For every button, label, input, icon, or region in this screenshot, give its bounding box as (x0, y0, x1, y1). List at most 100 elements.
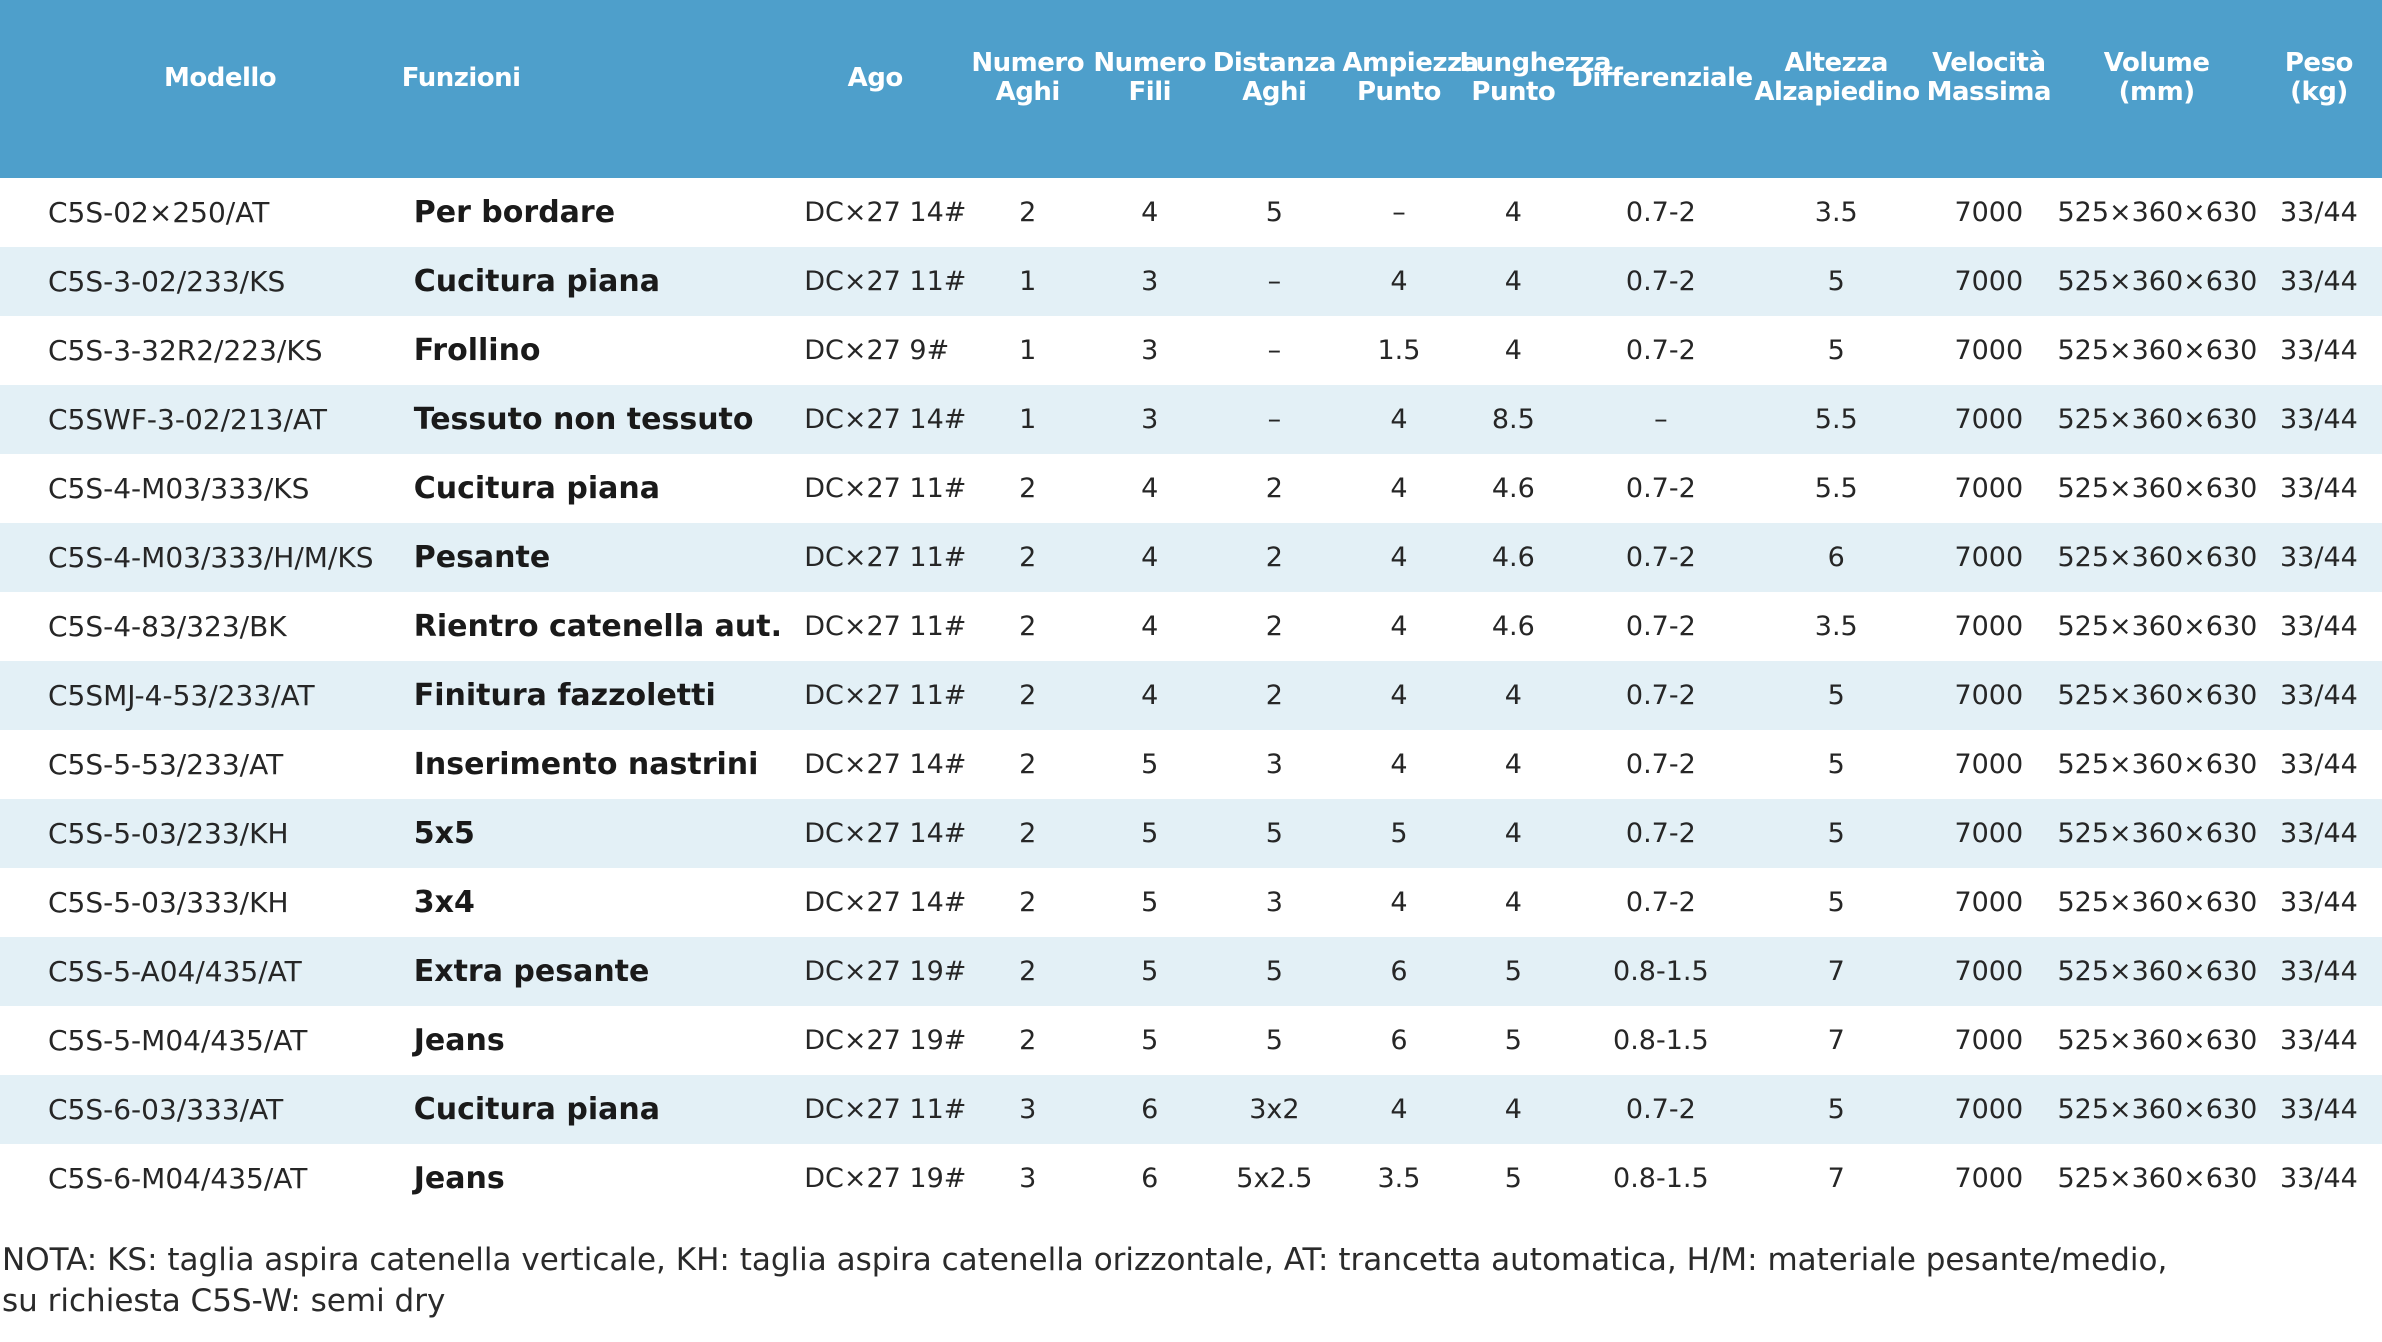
cell-differenziale: 0.7-2 (1569, 247, 1753, 316)
cell-velocita-massima: 7000 (1920, 661, 2058, 730)
cell-ago: DC×27 11# (786, 661, 966, 730)
cell-modello: C5S-5-M04/435/AT (0, 1006, 402, 1075)
cell-altezza-alzapiedino: 7 (1752, 937, 1921, 1006)
cell-ago: DC×27 19# (786, 1144, 966, 1213)
header-numero-fili: Numero Fili (1091, 0, 1209, 178)
cell-altezza-alzapiedino: 5 (1752, 1075, 1921, 1144)
header-ampiezza-punto: Ampiezza Punto (1340, 0, 1479, 178)
cell-modello: C5S-5-03/333/KH (0, 868, 402, 937)
cell-differenziale: 0.7-2 (1569, 868, 1753, 937)
specifications-table: Modello Funzioni Ago Numero Aghi Numero Fili… (0, 0, 2382, 1213)
cell-differenziale: 0.7-2 (1569, 799, 1753, 868)
cell-ago: DC×27 11# (786, 592, 966, 661)
cell-lunghezza-punto: 4 (1457, 178, 1570, 247)
cell-numero-fili: 3 (1091, 247, 1209, 316)
cell-velocita-massima: 7000 (1920, 247, 2058, 316)
header-ago: Ago (786, 0, 965, 178)
cell-funzioni: 5x5 (401, 799, 787, 868)
cell-numero-fili: 5 (1091, 937, 1209, 1006)
cell-ago: DC×27 14# (786, 385, 966, 454)
table-row: C5S-4-M03/333/H/M/KS Pesante DC×27 11# 2 4 2 4… (0, 523, 2382, 592)
cell-funzioni: Extra pesante (401, 937, 787, 1006)
cell-lunghezza-punto: 5 (1457, 1006, 1570, 1075)
cell-ago: DC×27 19# (786, 1006, 966, 1075)
cell-modello: C5S-4-M03/333/H/M/KS (0, 523, 402, 592)
cell-numero-fili: 4 (1091, 523, 1209, 592)
cell-lunghezza-punto: 4 (1457, 1075, 1570, 1144)
table-row: C5S-5-03/233/KH 5x5 DC×27 14# 2 5 5 5 4 0.7-2 5 70… (0, 799, 2382, 868)
footnote-line-2: su richiesta C5S-W: semi dry (2, 1283, 446, 1319)
cell-numero-aghi: 2 (964, 454, 1092, 523)
cell-differenziale: – (1569, 385, 1753, 454)
cell-ampiezza-punto: 4 (1340, 247, 1458, 316)
cell-altezza-alzapiedino: 5 (1752, 799, 1921, 868)
table-row: C5S-5-53/233/AT Inserimento nastrini DC×27… (0, 730, 2382, 799)
cell-velocita-massima: 7000 (1920, 937, 2058, 1006)
cell-peso: 33/44 (2255, 1075, 2382, 1144)
cell-peso: 33/44 (2255, 523, 2382, 592)
cell-numero-fili: 5 (1091, 1006, 1209, 1075)
cell-ago: DC×27 11# (786, 1075, 966, 1144)
cell-lunghezza-punto: 4.6 (1457, 523, 1570, 592)
header-altezza-alzapiedino: Altezza Alzapiedino (1752, 0, 1921, 178)
cell-volume: 525×360×630 (2057, 385, 2257, 454)
cell-differenziale: 0.7-2 (1569, 592, 1753, 661)
cell-ampiezza-punto: 4 (1340, 661, 1458, 730)
cell-peso: 33/44 (2255, 592, 2382, 661)
header-peso: Peso (kg) (2255, 0, 2382, 178)
cell-funzioni: Tessuto non tessuto (401, 385, 787, 454)
cell-modello: C5S-5-53/233/AT (0, 730, 402, 799)
cell-velocita-massima: 7000 (1920, 523, 2058, 592)
table-row: C5SWF-3-02/213/AT Tessuto non tessuto DC×2… (0, 385, 2382, 454)
cell-funzioni: Cucitura piana (401, 454, 787, 523)
cell-ago: DC×27 14# (786, 730, 966, 799)
header-funzioni: Funzioni (401, 0, 787, 178)
cell-peso: 33/44 (2255, 1006, 2382, 1075)
table-body: C5S-02×250/AT Per bordare DC×27 14# 2 4 5–4 0.… (0, 178, 2382, 1213)
cell-altezza-alzapiedino: 7 (1752, 1006, 1921, 1075)
cell-differenziale: 0.8-1.5 (1569, 1006, 1753, 1075)
cell-differenziale: 0.8-1.5 (1569, 937, 1753, 1006)
cell-numero-aghi: 2 (964, 937, 1092, 1006)
cell-numero-aghi: 1 (964, 385, 1092, 454)
cell-numero-fili: 4 (1091, 178, 1209, 247)
cell-modello: C5S-5-03/233/KH (0, 799, 402, 868)
header-distanza-aghi: Distanza Aghi (1208, 0, 1341, 178)
header-differenziale: Differenziale (1569, 0, 1753, 178)
cell-numero-aghi: 3 (964, 1144, 1092, 1213)
cell-numero-fili: 4 (1091, 661, 1209, 730)
cell-ampiezza-punto: 4 (1340, 523, 1458, 592)
cell-velocita-massima: 7000 (1920, 316, 2058, 385)
cell-volume: 525×360×630 (2057, 730, 2257, 799)
cell-distanza-aghi: 2 (1208, 661, 1341, 730)
table-row: C5S-3-32R2/223/KS Frollino DC×27 9# 1 3–1.5 4… (0, 316, 2382, 385)
cell-ago: DC×27 14# (786, 178, 966, 247)
cell-ampiezza-punto: 4 (1340, 868, 1458, 937)
table-row: C5S-6-M04/435/AT Jeans DC×27 19# 3 6 5x2.5 3.5… (0, 1144, 2382, 1213)
cell-altezza-alzapiedino: 5.5 (1752, 385, 1921, 454)
cell-ago: DC×27 14# (786, 799, 966, 868)
cell-altezza-alzapiedino: 6 (1752, 523, 1921, 592)
cell-ampiezza-punto: – (1340, 178, 1458, 247)
cell-funzioni: Rientro catenella aut. (401, 592, 787, 661)
cell-numero-fili: 5 (1091, 868, 1209, 937)
cell-numero-fili: 4 (1091, 592, 1209, 661)
cell-peso: 33/44 (2255, 730, 2382, 799)
cell-numero-aghi: 2 (964, 799, 1092, 868)
cell-lunghezza-punto: 4 (1457, 247, 1570, 316)
cell-funzioni: Cucitura piana (401, 1075, 787, 1144)
cell-velocita-massima: 7000 (1920, 1006, 2058, 1075)
cell-volume: 525×360×630 (2057, 799, 2257, 868)
cell-distanza-aghi: 3x2 (1208, 1075, 1341, 1144)
cell-distanza-aghi: 5x2.5 (1208, 1144, 1341, 1213)
cell-numero-aghi: 3 (964, 1075, 1092, 1144)
cell-peso: 33/44 (2255, 937, 2382, 1006)
cell-distanza-aghi: 2 (1208, 592, 1341, 661)
cell-funzioni: Inserimento nastrini (401, 730, 787, 799)
table-row: C5S-02×250/AT Per bordare DC×27 14# 2 4 5–4 0.… (0, 178, 2382, 247)
cell-differenziale: 0.7-2 (1569, 1075, 1753, 1144)
cell-numero-fili: 5 (1091, 730, 1209, 799)
cell-differenziale: 0.7-2 (1569, 178, 1753, 247)
cell-distanza-aghi: 2 (1208, 454, 1341, 523)
table-row: C5S-5-A04/435/AT Extra pesante DC×27 19# 2 5… (0, 937, 2382, 1006)
